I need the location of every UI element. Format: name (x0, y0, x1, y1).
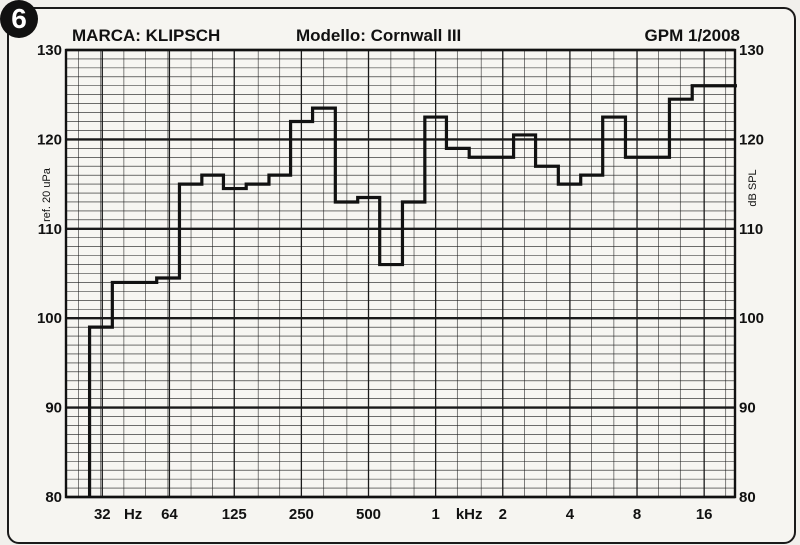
y-tick-label-right: 110 (739, 221, 763, 238)
x-tick-label: Hz (124, 506, 142, 523)
y-tick-label-right: 100 (739, 310, 764, 327)
x-tick-label: 16 (696, 506, 713, 523)
y-axis-label-left: ref. 20 uPa (41, 167, 53, 222)
x-tick-label: 500 (356, 506, 381, 523)
source-label: GPM 1/2008 (644, 26, 740, 45)
x-tick-label: 2 (499, 506, 507, 523)
brand-label: MARCA: KLIPSCH (72, 26, 221, 45)
y-tick-label-left: 80 (45, 489, 62, 506)
figure-number-badge: 6 (0, 0, 38, 38)
y-tick-label-right: 130 (739, 42, 764, 59)
x-tick-label: 125 (222, 506, 247, 523)
x-tick-label: 32 (94, 506, 111, 523)
x-tick-label: 64 (161, 506, 178, 523)
x-tick-label: 8 (633, 506, 641, 523)
x-tick-label: 1 (431, 506, 439, 523)
x-tick-label: kHz (456, 506, 483, 523)
y-tick-label-left: 120 (37, 131, 62, 148)
y-tick-label-left: 90 (45, 400, 62, 417)
y-tick-label-left: 100 (37, 310, 62, 327)
y-tick-label-right: 80 (739, 489, 756, 506)
response-trace (87, 84, 737, 497)
y-tick-label-right: 120 (739, 131, 764, 148)
model-label: Modello: Cornwall III (296, 26, 462, 45)
y-tick-label-right: 90 (739, 400, 756, 417)
x-tick-label: 250 (289, 506, 314, 523)
x-tick-label: 4 (566, 506, 575, 523)
y-tick-label-left: 130 (37, 42, 62, 59)
y-tick-label-left: 110 (38, 221, 62, 238)
plot-border (64, 48, 737, 499)
y-axis-label-right: dB SPL (747, 169, 759, 206)
